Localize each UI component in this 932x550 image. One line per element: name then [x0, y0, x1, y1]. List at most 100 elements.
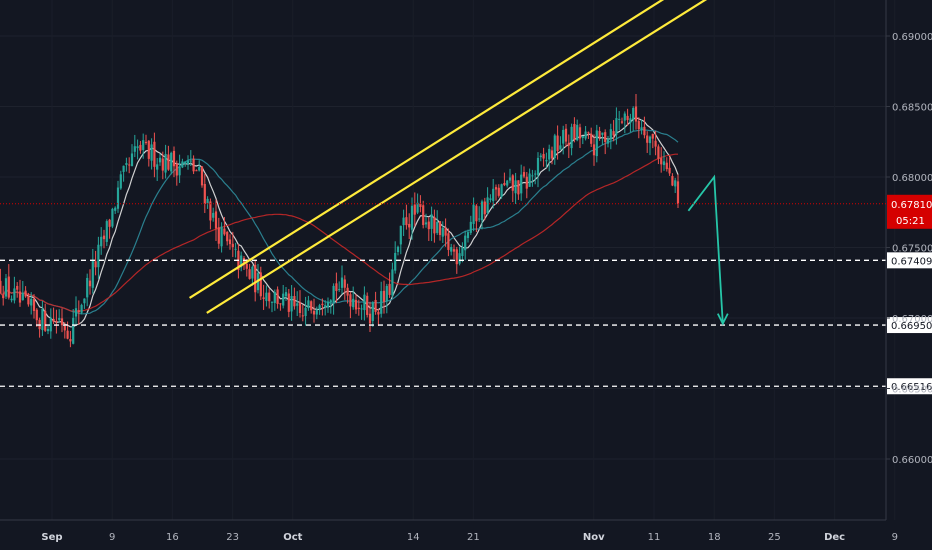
- price-axis[interactable]: 0.69000 0.68500 0.68000 0.67500 0.67000 0.665…: [886, 32, 932, 466]
- candle-body: [528, 173, 531, 187]
- x-tick-label: 21: [467, 532, 480, 543]
- candle-body: [217, 227, 220, 244]
- candle-body: [469, 221, 472, 233]
- candle-body: [637, 121, 640, 130]
- candles: [0, 93, 680, 348]
- candle-body: [172, 150, 176, 167]
- channel-lower-line[interactable]: [206, 0, 766, 314]
- candle-body: [388, 283, 391, 295]
- candle-body: [296, 303, 299, 306]
- candle-body: [170, 152, 173, 172]
- time-axis[interactable]: Sep 9 16 23 Oct 14 21 Nov 11 18 25 Dec 9: [41, 532, 898, 543]
- candle-body: [380, 291, 383, 314]
- candle-body: [287, 293, 290, 312]
- candle-body: [18, 291, 22, 303]
- candle-body: [618, 118, 621, 120]
- x-tick-label: 9: [892, 532, 898, 543]
- candle-body: [366, 295, 369, 315]
- candle-body: [377, 311, 380, 315]
- candle-body: [290, 295, 293, 312]
- candle-body: [385, 285, 388, 302]
- candle-body: [114, 207, 117, 211]
- candle-body: [632, 107, 635, 120]
- candle-body: [220, 226, 223, 247]
- projection-path[interactable]: [687, 174, 724, 324]
- candle-body: [55, 320, 58, 322]
- candle-body: [394, 252, 397, 271]
- candle-body: [273, 292, 276, 303]
- candle-body: [646, 135, 649, 143]
- candle-body: [212, 212, 215, 218]
- candle-body: [500, 184, 503, 197]
- candle-body: [206, 198, 209, 204]
- moving-average-line: [0, 153, 678, 312]
- candle-body: [556, 135, 559, 151]
- x-tick-label: 23: [226, 532, 239, 543]
- candle-body: [41, 308, 44, 331]
- candle-body: [363, 294, 366, 311]
- candle-body: [161, 158, 164, 171]
- candle-body: [13, 288, 16, 301]
- current-price-tag: 0.67810 05:21: [0, 194, 932, 229]
- y-tick-label: 0.68500: [892, 103, 932, 114]
- candle-body: [592, 144, 596, 156]
- candle-body: [310, 301, 313, 311]
- candle-body: [4, 278, 8, 297]
- y-tick-label: 0.67500: [892, 244, 932, 255]
- candle-body: [640, 127, 643, 130]
- candle-body: [497, 187, 500, 196]
- candle-body: [517, 180, 520, 195]
- candle-body: [623, 113, 626, 121]
- y-tick-label: 0.69000: [892, 32, 932, 43]
- candle-body: [321, 303, 324, 306]
- candle-body: [24, 290, 27, 297]
- candle-body: [203, 183, 206, 204]
- candle-body: [122, 165, 125, 172]
- candle-body: [254, 264, 257, 293]
- candle-body: [139, 144, 142, 151]
- candle-body: [472, 204, 475, 224]
- candle-body: [598, 130, 601, 138]
- x-tick-label: 25: [768, 532, 781, 543]
- candle-body: [450, 246, 453, 252]
- candle-body: [514, 180, 517, 194]
- candle-body: [315, 309, 318, 315]
- channel-upper-line[interactable]: [189, 0, 680, 299]
- candle-body: [576, 124, 579, 141]
- candle-body: [153, 141, 156, 167]
- candle-body: [430, 214, 433, 229]
- candle-body: [189, 160, 192, 162]
- candle-body: [422, 205, 425, 226]
- candle-body: [612, 131, 615, 136]
- candle-body: [374, 299, 377, 312]
- candle-body: [410, 205, 414, 230]
- candle-body: [66, 330, 69, 339]
- candle-body: [318, 305, 321, 310]
- candle-body: [396, 246, 400, 252]
- candle-body: [651, 133, 654, 139]
- candle-body: [346, 287, 349, 296]
- x-tick-label: 9: [109, 532, 115, 543]
- candle-body: [35, 309, 38, 321]
- candle-body: [545, 160, 548, 162]
- candle-body: [584, 131, 587, 139]
- candle-body: [100, 236, 103, 247]
- y-tick-label: 0.66500: [892, 385, 932, 396]
- candle-body: [360, 308, 363, 310]
- x-tick-label: Nov: [583, 532, 605, 543]
- x-tick-label: 18: [708, 532, 721, 543]
- candle-body: [312, 310, 316, 315]
- candle-body: [226, 231, 229, 242]
- horizontal-levels[interactable]: 0.67409 0.66950 0.66516: [0, 252, 932, 395]
- candle-body: [200, 166, 204, 186]
- x-tick-label: 11: [648, 532, 661, 543]
- candle-body: [209, 201, 212, 221]
- candle-body: [606, 139, 610, 144]
- candle-body: [542, 154, 545, 159]
- candle-body: [231, 243, 234, 248]
- projection-arrow[interactable]: [687, 174, 729, 326]
- candle-body: [52, 318, 55, 322]
- candle-body: [466, 232, 470, 239]
- price-channel[interactable]: [189, 0, 766, 314]
